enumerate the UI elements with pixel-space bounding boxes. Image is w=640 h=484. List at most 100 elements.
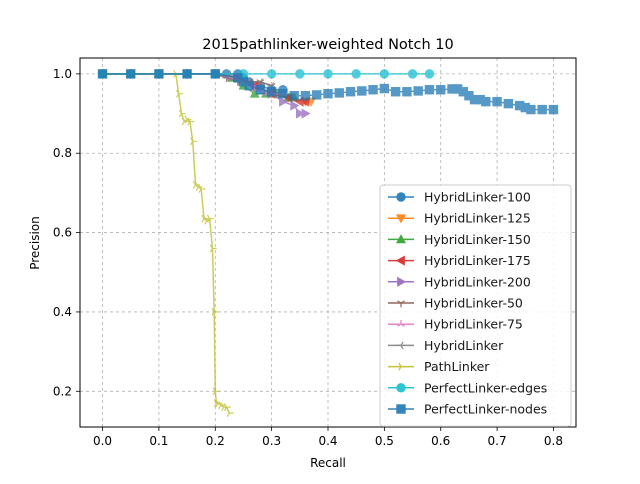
perfectlinker-nodes-point bbox=[357, 86, 367, 96]
x-tick-label: 0.7 bbox=[488, 434, 507, 448]
legend-swatch-marker bbox=[397, 300, 405, 308]
legend-item-pathlinker: PathLinker bbox=[388, 359, 490, 374]
legend-item-hybridlinker-125: HybridLinker-125 bbox=[388, 211, 531, 226]
legend-item-perfectlinker-nodes: PerfectLinker-nodes bbox=[388, 402, 547, 417]
y-tick-label: 0.6 bbox=[53, 226, 72, 240]
legend-swatch-marker bbox=[395, 234, 407, 244]
x-tick-label: 0.8 bbox=[544, 434, 563, 448]
x-tick-label: 0.1 bbox=[149, 434, 168, 448]
legend-label: HybridLinker-175 bbox=[424, 253, 531, 268]
chart-title: 2015pathlinker-weighted Notch 10 bbox=[202, 37, 453, 53]
hybridlinker-200-point bbox=[301, 108, 311, 119]
legend-label: PerfectLinker-edges bbox=[424, 380, 547, 395]
perfectlinker-nodes-point bbox=[503, 98, 514, 109]
perfectlinker-edges-point bbox=[323, 69, 333, 79]
legend-item-hybridlinker-175: HybridLinker-175 bbox=[388, 253, 531, 268]
series-perfectlinker-nodes bbox=[97, 69, 559, 115]
legend-label: HybridLinker-50 bbox=[424, 296, 523, 311]
hybridlinker-200-point bbox=[295, 108, 306, 119]
perfectlinker-nodes-point bbox=[402, 87, 412, 97]
y-tick-label: 0.2 bbox=[53, 384, 72, 398]
legend: HybridLinker-100 HybridLinker-125 HybridLi… bbox=[379, 184, 572, 427]
x-tick-label: 0.3 bbox=[262, 434, 281, 448]
perfectlinker-nodes-point bbox=[334, 88, 344, 98]
legend-item-hybridlinker-50: HybridLinker-50 bbox=[388, 296, 523, 311]
perfectlinker-nodes-point bbox=[97, 69, 108, 79]
perfectlinker-nodes-point bbox=[424, 85, 435, 95]
hybridlinker-200-point bbox=[290, 100, 300, 111]
x-tick-label: 0.4 bbox=[318, 434, 337, 448]
legend-swatch-marker bbox=[396, 341, 404, 350]
y-tick-label: 0.4 bbox=[53, 305, 72, 319]
legend-swatch-marker bbox=[396, 404, 406, 414]
legend-swatch-marker bbox=[395, 214, 407, 224]
legend-swatch-marker bbox=[396, 192, 406, 202]
pathlinker-point bbox=[226, 409, 234, 418]
perfectlinker-nodes-point bbox=[210, 69, 220, 79]
hybridlinker-200-point bbox=[279, 96, 289, 107]
perfectlinker-nodes-point bbox=[289, 90, 299, 101]
perfectlinker-nodes-point bbox=[244, 81, 254, 91]
perfectlinker-nodes-point bbox=[312, 90, 322, 100]
pathlinker-point bbox=[198, 184, 206, 193]
y-tick-label: 0.8 bbox=[53, 146, 72, 160]
perfectlinker-nodes-point bbox=[526, 104, 536, 115]
legend-label: PerfectLinker-nodes bbox=[424, 402, 547, 417]
perfectlinker-nodes-point bbox=[323, 89, 333, 99]
legend-label: PathLinker bbox=[424, 359, 490, 374]
hybridlinker-point bbox=[256, 77, 263, 86]
legend-label: HybridLinker bbox=[424, 338, 504, 353]
perfectlinker-nodes-point bbox=[266, 87, 277, 97]
perfectlinker-edges-point bbox=[407, 69, 418, 79]
legend-label: HybridLinker-75 bbox=[424, 317, 523, 332]
perfectlinker-nodes-point bbox=[368, 85, 378, 95]
perfectlinker-edges-point bbox=[266, 69, 277, 79]
legend-item-hybridlinker-75: HybridLinker-75 bbox=[388, 317, 523, 332]
legend-item-hybridlinker-150: HybridLinker-150 bbox=[388, 232, 531, 247]
perfectlinker-nodes-point bbox=[154, 69, 164, 79]
perfectlinker-nodes-point bbox=[436, 85, 446, 95]
grid-lines bbox=[80, 58, 576, 427]
legend-label: HybridLinker-100 bbox=[424, 190, 531, 205]
pathlinker-point bbox=[176, 89, 183, 98]
perfectlinker-nodes-point bbox=[390, 87, 401, 97]
legend-label: HybridLinker-150 bbox=[424, 232, 531, 247]
x-tick-label: 0.0 bbox=[93, 434, 112, 448]
y-axis-label: Precision bbox=[28, 216, 42, 270]
perfectlinker-nodes-point bbox=[481, 96, 491, 107]
y-tick-label: 1.0 bbox=[53, 67, 72, 81]
legend-item-hybridlinker: HybridLinker bbox=[388, 338, 504, 353]
perfectlinker-nodes-point bbox=[413, 86, 423, 96]
perfectlinker-nodes-point bbox=[548, 104, 559, 115]
perfectlinker-nodes-point bbox=[278, 89, 288, 99]
legend-swatch-marker bbox=[395, 255, 405, 266]
legend-item-hybridlinker-100: HybridLinker-100 bbox=[388, 190, 531, 205]
legend-swatch-marker bbox=[397, 320, 405, 327]
pathlinker-point bbox=[207, 214, 214, 223]
legend-swatch-marker bbox=[396, 383, 406, 393]
pathlinker-point bbox=[211, 307, 219, 316]
perfectlinker-nodes-point bbox=[300, 90, 311, 101]
perfectlinker-nodes-point bbox=[255, 85, 266, 95]
legend-label: HybridLinker-200 bbox=[424, 274, 531, 289]
perfectlinker-nodes-point bbox=[345, 87, 356, 97]
perfectlinker-nodes-point bbox=[379, 83, 390, 94]
perfectlinker-edges-point bbox=[351, 69, 361, 79]
x-tick-label: 0.6 bbox=[431, 434, 450, 448]
perfectlinker-nodes-point bbox=[182, 69, 192, 79]
perfectlinker-edges-point bbox=[424, 69, 435, 79]
perfectlinker-edges-point bbox=[295, 69, 305, 79]
series-layer bbox=[97, 68, 559, 418]
x-tick-label: 0.2 bbox=[206, 434, 225, 448]
x-axis-label: Recall bbox=[310, 456, 346, 470]
perfectlinker-edges-point bbox=[379, 69, 390, 79]
pathlinker-point bbox=[209, 244, 217, 253]
legend-box bbox=[379, 184, 572, 427]
legend-label: HybridLinker-125 bbox=[424, 211, 531, 226]
axis-ticks: 0.0 0.1 0.2 0.3 0.4 0.5 0.6 0.7 0.8 0.2 0.4 0.6 0.8 1… bbox=[53, 67, 563, 448]
pathlinker-point bbox=[223, 403, 231, 412]
legend-item-perfectlinker-edges: PerfectLinker-edges bbox=[388, 380, 547, 395]
legend-swatch-marker bbox=[397, 276, 407, 287]
